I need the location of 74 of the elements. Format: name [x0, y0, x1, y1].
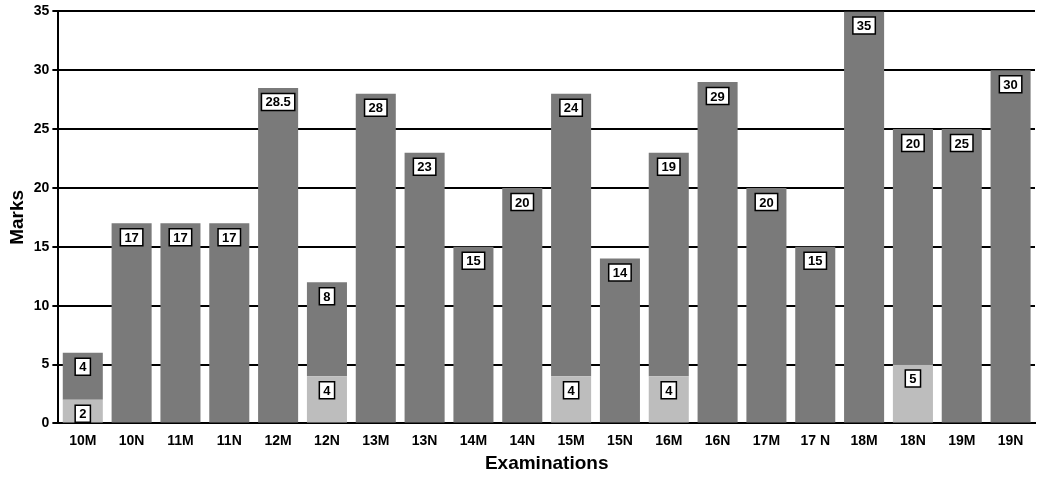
- x-axis-title: Examinations: [484, 451, 609, 473]
- bar: [111, 223, 152, 423]
- x-tick-label: 10M: [69, 431, 97, 448]
- bar: [990, 70, 1031, 423]
- y-tick-label: 30: [33, 61, 50, 78]
- x-tick-label: 12M: [264, 431, 292, 448]
- x-tick-label: 18M: [850, 431, 878, 448]
- data-label: 2: [79, 406, 87, 422]
- y-tick-label: 35: [33, 2, 50, 19]
- x-tick-label: 11M: [167, 431, 194, 448]
- x-tick-label: 11N: [216, 431, 242, 448]
- data-label: 19: [661, 159, 676, 175]
- bar: [404, 152, 445, 423]
- bar: [599, 258, 640, 423]
- x-tick-label: 17 N: [800, 431, 831, 448]
- data-label: 17: [222, 229, 237, 245]
- data-label: 28.5: [265, 94, 291, 110]
- data-label: 4: [79, 359, 88, 375]
- bar: [941, 129, 982, 423]
- x-tick-label: 13M: [362, 431, 390, 448]
- data-label: 25: [954, 135, 969, 151]
- bar: [209, 223, 250, 423]
- data-label: 20: [905, 135, 921, 151]
- y-tick-label: 10: [33, 296, 50, 313]
- data-label: 20: [515, 194, 530, 210]
- bar: [258, 87, 299, 423]
- bar: [306, 282, 347, 377]
- data-label: 20: [759, 194, 774, 210]
- data-label: 4: [323, 382, 332, 398]
- data-label: 5: [909, 371, 917, 387]
- data-label: 24: [563, 100, 580, 116]
- x-tick-label: 19N: [997, 431, 1024, 448]
- y-tick-label: 15: [33, 237, 50, 254]
- bar: [844, 11, 885, 423]
- x-tick-label: 12N: [314, 431, 340, 448]
- x-tick-label: 16M: [655, 431, 683, 448]
- bar: [551, 93, 592, 377]
- bar: [697, 82, 738, 423]
- data-label: 8: [323, 288, 331, 304]
- x-tick-label: 16N: [704, 431, 731, 448]
- data-label: 23: [417, 159, 432, 175]
- bar: [892, 129, 933, 365]
- data-label: 17: [173, 229, 188, 245]
- data-label: 17: [124, 229, 139, 245]
- x-tick-label: 18N: [900, 431, 926, 448]
- bar: [648, 152, 689, 377]
- y-tick-label: 25: [33, 119, 50, 136]
- x-tick-label: 15M: [557, 431, 585, 448]
- x-tick-label: 13N: [411, 431, 438, 448]
- y-tick-label: 20: [33, 178, 50, 195]
- bar: [795, 246, 836, 423]
- data-label: 28: [368, 100, 384, 116]
- x-tick-label: 10N: [118, 431, 145, 448]
- bar: [355, 93, 396, 423]
- data-label: 4: [665, 382, 674, 398]
- bar: [453, 246, 494, 423]
- bar: [160, 223, 201, 423]
- y-tick-label: 5: [41, 355, 50, 372]
- x-tick-label: 14N: [509, 431, 536, 448]
- x-tick-label: 19M: [948, 431, 976, 448]
- data-label: 30: [1003, 76, 1018, 92]
- data-label: 14: [612, 265, 628, 281]
- data-label: 29: [710, 88, 725, 104]
- data-label: 35: [856, 17, 872, 33]
- bar: [502, 187, 543, 423]
- y-axis-title: Marks: [5, 189, 27, 245]
- x-tick-label: 15N: [607, 431, 633, 448]
- data-label: 15: [466, 253, 481, 269]
- data-label: 15: [808, 253, 823, 269]
- y-tick-label: 0: [41, 414, 50, 431]
- x-tick-label: 17M: [752, 431, 781, 448]
- bar: [746, 187, 787, 423]
- x-tick-label: 14M: [459, 431, 488, 448]
- data-label: 4: [567, 382, 576, 398]
